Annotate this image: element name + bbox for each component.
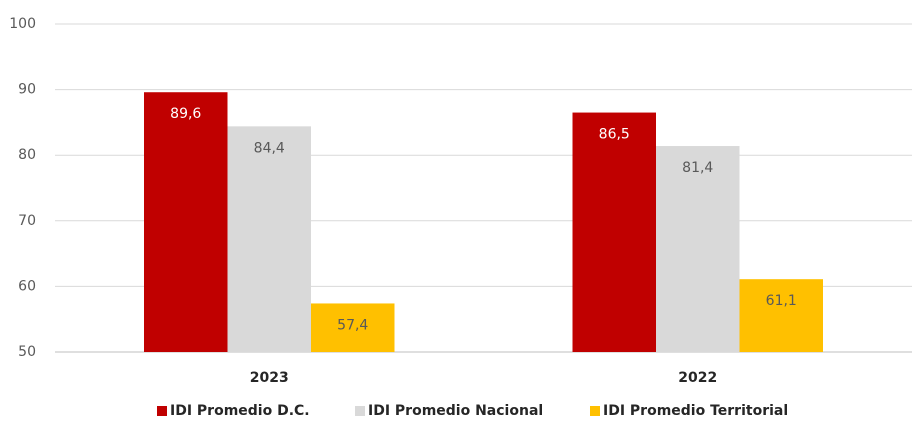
y-tick-label: 50 (18, 344, 36, 360)
value-label: 61,1 (766, 293, 797, 309)
bar (739, 279, 823, 352)
value-label: 89,6 (170, 106, 201, 122)
legend-swatch (590, 406, 600, 416)
legend-swatch (157, 406, 167, 416)
bar (572, 112, 656, 352)
y-tick-label: 100 (9, 16, 36, 32)
y-tick-label: 90 (18, 82, 36, 98)
y-tick-label: 80 (18, 147, 36, 163)
legend-label: IDI Promedio Nacional (368, 403, 543, 419)
value-label: 57,4 (337, 317, 368, 333)
value-label: 86,5 (599, 127, 630, 143)
legend-label: IDI Promedio D.C. (170, 403, 310, 419)
legend-swatch (355, 406, 365, 416)
bar (311, 303, 395, 352)
bar (227, 126, 311, 352)
legend-label: IDI Promedio Territorial (603, 403, 788, 419)
x-tick-label: 2023 (250, 370, 289, 386)
value-label: 84,4 (254, 140, 285, 156)
y-tick-label: 60 (18, 278, 36, 294)
x-tick-label: 2022 (678, 370, 717, 386)
y-tick-label: 70 (18, 213, 36, 229)
value-label: 81,4 (682, 160, 713, 176)
bar (656, 146, 740, 352)
bar (144, 92, 228, 352)
